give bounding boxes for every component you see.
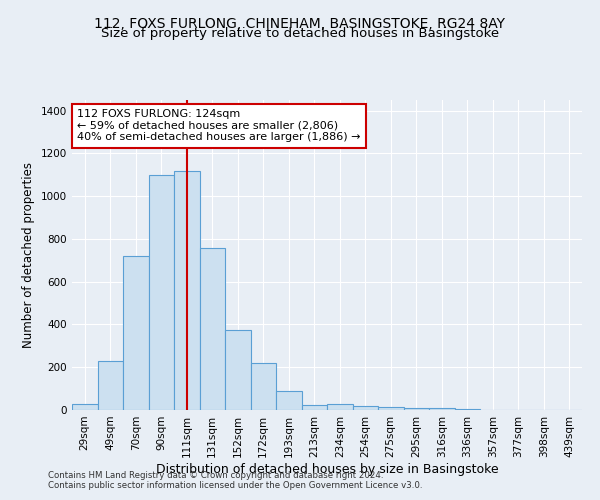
Bar <box>327 404 353 410</box>
Bar <box>149 175 174 410</box>
Text: Size of property relative to detached houses in Basingstoke: Size of property relative to detached ho… <box>101 28 499 40</box>
Bar <box>199 248 225 410</box>
Bar <box>123 256 149 410</box>
Bar <box>276 391 302 410</box>
X-axis label: Distribution of detached houses by size in Basingstoke: Distribution of detached houses by size … <box>155 462 499 475</box>
Text: Contains public sector information licensed under the Open Government Licence v3: Contains public sector information licen… <box>48 481 422 490</box>
Bar <box>174 170 199 410</box>
Bar <box>378 407 404 410</box>
Bar <box>251 363 276 410</box>
Bar <box>404 408 429 410</box>
Bar <box>429 408 455 410</box>
Text: Contains HM Land Registry data © Crown copyright and database right 2024.: Contains HM Land Registry data © Crown c… <box>48 471 383 480</box>
Text: 112 FOXS FURLONG: 124sqm
← 59% of detached houses are smaller (2,806)
40% of sem: 112 FOXS FURLONG: 124sqm ← 59% of detach… <box>77 110 361 142</box>
Y-axis label: Number of detached properties: Number of detached properties <box>22 162 35 348</box>
Text: 112, FOXS FURLONG, CHINEHAM, BASINGSTOKE, RG24 8AY: 112, FOXS FURLONG, CHINEHAM, BASINGSTOKE… <box>95 18 505 32</box>
Bar <box>225 330 251 410</box>
Bar <box>97 361 123 410</box>
Bar <box>353 406 378 410</box>
Bar <box>302 404 327 410</box>
Bar <box>72 404 97 410</box>
Bar <box>455 409 480 410</box>
